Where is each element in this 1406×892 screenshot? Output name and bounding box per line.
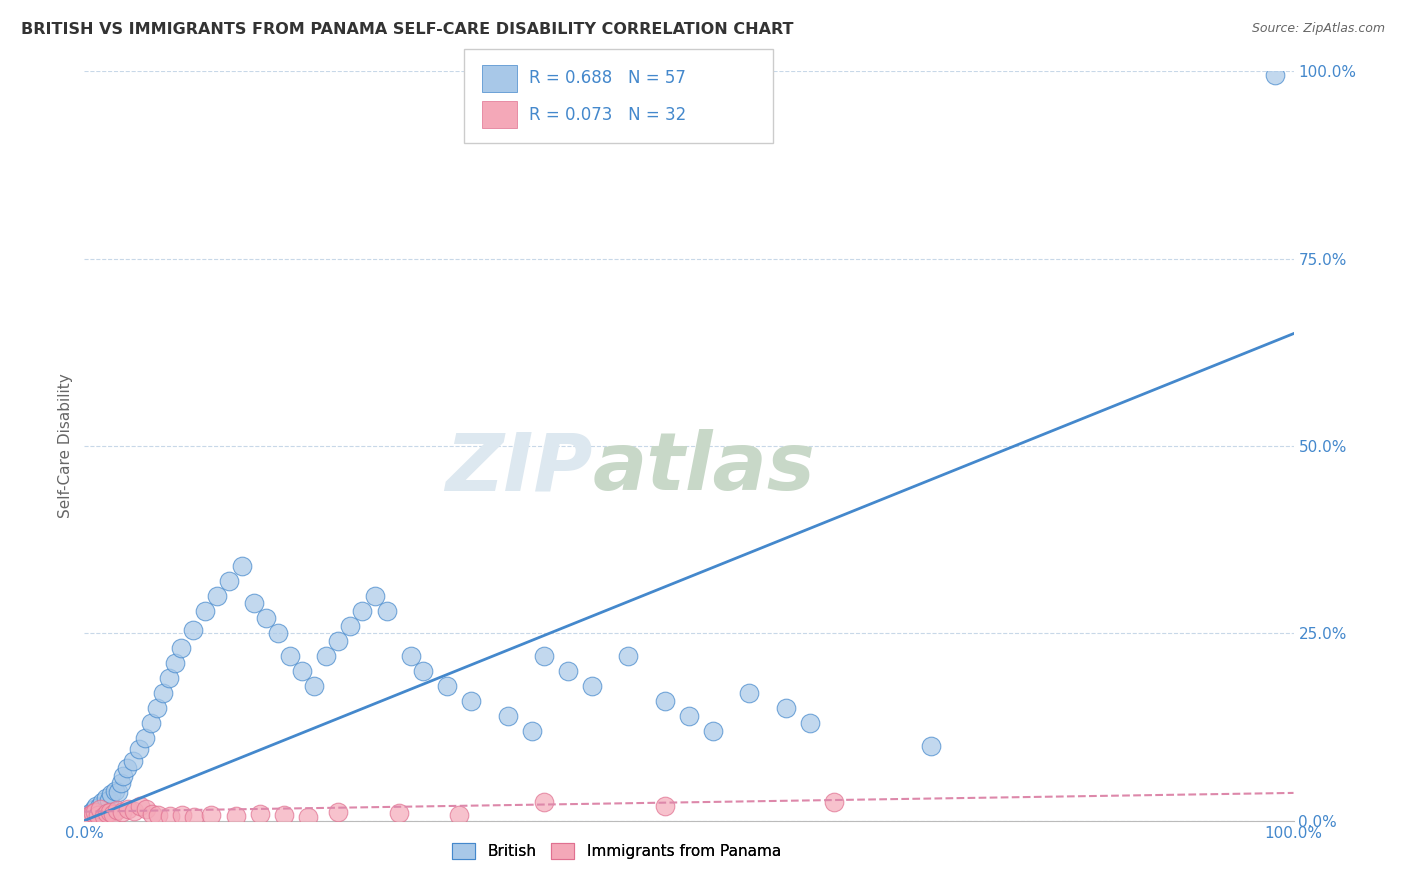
Point (159, 809, 181, 823)
Point (105, 803, 128, 817)
Point (165, 657, 187, 671)
Point (115, 761, 138, 775)
Point (100, 788, 122, 802)
Point (129, 799, 152, 814)
Point (91, 795, 114, 809)
Point (302, 679, 325, 693)
Point (297, 810, 319, 824)
Point (388, 806, 411, 821)
Point (128, 742, 150, 756)
Point (702, 723, 724, 738)
Legend: British, Immigrants from Panama: British, Immigrants from Panama (446, 838, 787, 865)
Point (412, 664, 434, 678)
Point (97, 792, 120, 806)
Point (117, 802, 139, 816)
Point (77, 810, 100, 824)
Point (823, 795, 845, 809)
Point (141, 806, 163, 821)
Point (121, 754, 143, 768)
Point (104, 783, 127, 797)
Point (111, 805, 134, 820)
Point (94, 791, 117, 805)
Point (242, 596, 264, 610)
Point (399, 648, 422, 663)
Point (122, 804, 145, 818)
Point (89, 802, 111, 816)
Point (134, 731, 156, 746)
Point (581, 679, 603, 693)
Point (328, 633, 350, 648)
Point (218, 574, 240, 588)
Point (273, 808, 295, 822)
Point (170, 641, 193, 656)
Point (152, 686, 174, 700)
Point (363, 589, 385, 603)
Point (231, 558, 253, 573)
Point (1264, 68, 1286, 82)
Point (496, 708, 519, 723)
Point (738, 686, 761, 700)
Y-axis label: Self-Care Disability: Self-Care Disability (58, 374, 73, 518)
Point (352, 604, 374, 618)
Point (93, 809, 115, 823)
Text: Source: ZipAtlas.com: Source: ZipAtlas.com (1251, 22, 1385, 36)
Point (775, 701, 797, 715)
Point (181, 623, 204, 637)
Point (678, 708, 700, 723)
Text: R = 0.073   N = 32: R = 0.073 N = 32 (529, 106, 686, 124)
Point (79, 807, 101, 822)
Point (146, 701, 169, 715)
Point (328, 805, 350, 819)
Point (96, 806, 118, 821)
Point (79, 806, 101, 821)
Point (200, 808, 222, 822)
Text: R = 0.688   N = 57: R = 0.688 N = 57 (529, 70, 686, 87)
Point (254, 611, 277, 625)
Point (460, 694, 482, 708)
Point (315, 648, 337, 663)
Point (86, 798, 108, 813)
Point (533, 795, 555, 809)
Point (157, 671, 180, 685)
Point (799, 716, 821, 731)
Point (654, 798, 676, 813)
Point (183, 810, 205, 824)
Text: atlas: atlas (592, 429, 815, 508)
Point (103, 806, 125, 821)
Point (82, 806, 104, 821)
Point (654, 694, 676, 708)
Point (249, 806, 271, 821)
Point (291, 664, 314, 678)
Point (533, 648, 555, 663)
Point (110, 776, 132, 790)
Point (87, 800, 110, 814)
Text: ZIP: ZIP (444, 429, 592, 508)
Point (207, 589, 229, 603)
Point (146, 808, 169, 822)
Point (267, 626, 290, 640)
Point (172, 807, 194, 822)
Point (617, 648, 640, 663)
Point (86, 807, 108, 822)
Point (375, 604, 398, 618)
Point (98, 805, 121, 819)
Point (278, 648, 301, 663)
Point (436, 679, 458, 693)
Point (107, 785, 129, 799)
Point (920, 739, 942, 753)
Text: BRITISH VS IMMIGRANTS FROM PANAMA SELF-CARE DISABILITY CORRELATION CHART: BRITISH VS IMMIGRANTS FROM PANAMA SELF-C… (21, 22, 793, 37)
Point (84, 805, 107, 819)
Point (557, 664, 579, 678)
Point (135, 802, 157, 816)
Point (83, 802, 105, 816)
Point (520, 723, 543, 738)
Point (139, 716, 162, 731)
Point (225, 809, 247, 823)
Point (194, 604, 217, 618)
Point (449, 807, 471, 822)
Point (339, 619, 361, 633)
Point (112, 769, 135, 783)
